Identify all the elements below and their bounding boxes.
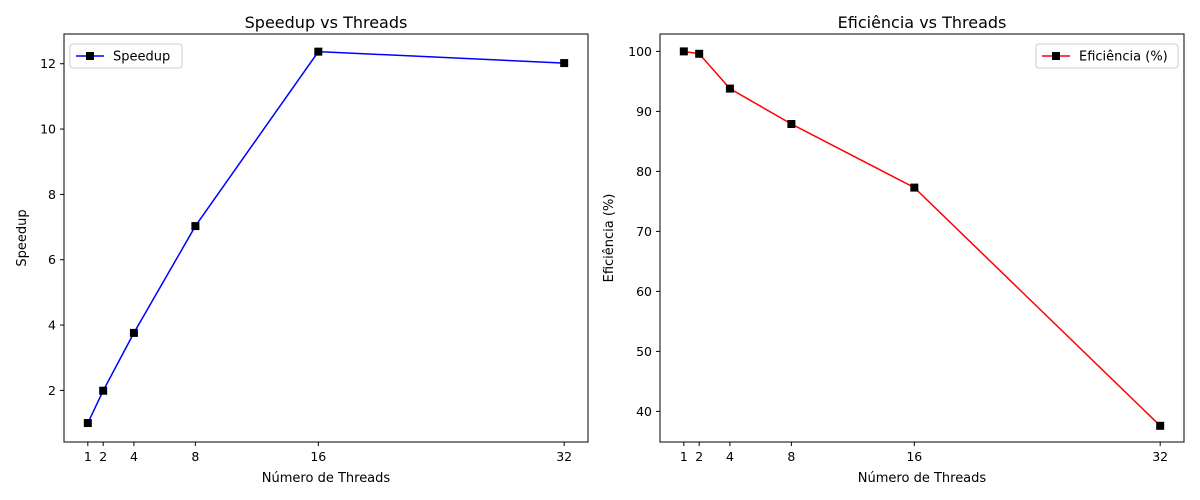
data-point — [191, 222, 200, 231]
axes-frame — [659, 33, 1185, 443]
x-tick-label: 1 — [84, 449, 92, 464]
x-tick-label: 8 — [191, 449, 199, 464]
x-axis-label: Número de Threads — [262, 471, 391, 486]
legend-box — [69, 43, 183, 69]
x-axis-label: Número de Threads — [858, 471, 987, 486]
chart-title: Eficiência vs Threads — [838, 13, 1007, 32]
axes-frame — [63, 33, 589, 443]
chart-title: Speedup vs Threads — [245, 13, 408, 32]
data-point — [314, 47, 323, 56]
data-point — [695, 49, 704, 58]
y-tick-label: 70 — [636, 224, 652, 239]
legend-label: Speedup — [113, 50, 170, 65]
y-tick-label: 2 — [48, 383, 56, 398]
x-tick-label: 2 — [695, 449, 703, 464]
series-line — [683, 50, 1161, 427]
y-tick-label: 50 — [636, 344, 652, 359]
data-point — [679, 47, 688, 56]
y-tick-label: 90 — [636, 104, 652, 119]
legend-label: Eficiência (%) — [1079, 50, 1168, 65]
x-tick-label: 8 — [787, 449, 795, 464]
data-point — [787, 120, 796, 128]
x-tick-label: 16 — [310, 449, 326, 464]
data-point — [83, 419, 92, 428]
x-tick-label: 16 — [906, 449, 922, 464]
data-point — [560, 59, 569, 68]
x-tick-label: 32 — [1152, 449, 1168, 464]
y-tick-label: 40 — [636, 404, 652, 419]
efficiency-chart: Eficiência vs Threads 1 2 4 8 16 32 40 50 60 70 80 9… — [602, 13, 1185, 486]
x-tick-label: 1 — [680, 449, 688, 464]
y-tick-label: 10 — [40, 122, 56, 137]
legend-marker — [86, 52, 94, 60]
x-tick-label: 4 — [130, 449, 138, 464]
data-point — [910, 183, 919, 192]
legend-marker — [1052, 52, 1060, 60]
x-tick-label: 32 — [556, 449, 572, 464]
data-point — [99, 386, 108, 395]
y-tick-label: 60 — [636, 284, 652, 299]
data-point — [1156, 421, 1165, 430]
x-tick-label: 4 — [726, 449, 734, 464]
y-tick-label: 80 — [636, 164, 652, 179]
y-axis-label: Eficiência (%) — [602, 194, 617, 283]
y-tick-label: 6 — [48, 252, 56, 267]
y-tick-label: 8 — [48, 187, 56, 202]
data-point — [129, 328, 138, 337]
x-tick-label: 2 — [99, 449, 107, 464]
y-axis-label: Speedup — [15, 209, 30, 266]
series-line — [87, 50, 565, 424]
data-point — [725, 84, 734, 93]
y-tick-label: 4 — [48, 318, 56, 333]
y-tick-label: 12 — [40, 56, 56, 71]
y-tick-label: 100 — [628, 44, 652, 59]
legend-box — [1035, 43, 1179, 69]
